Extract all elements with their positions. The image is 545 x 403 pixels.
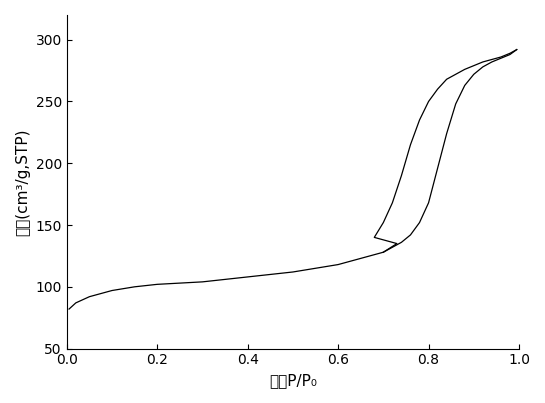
X-axis label: 比压P/P₀: 比压P/P₀ bbox=[269, 373, 317, 388]
Y-axis label: 孔容(cm³/g,STP): 孔容(cm³/g,STP) bbox=[15, 128, 30, 235]
